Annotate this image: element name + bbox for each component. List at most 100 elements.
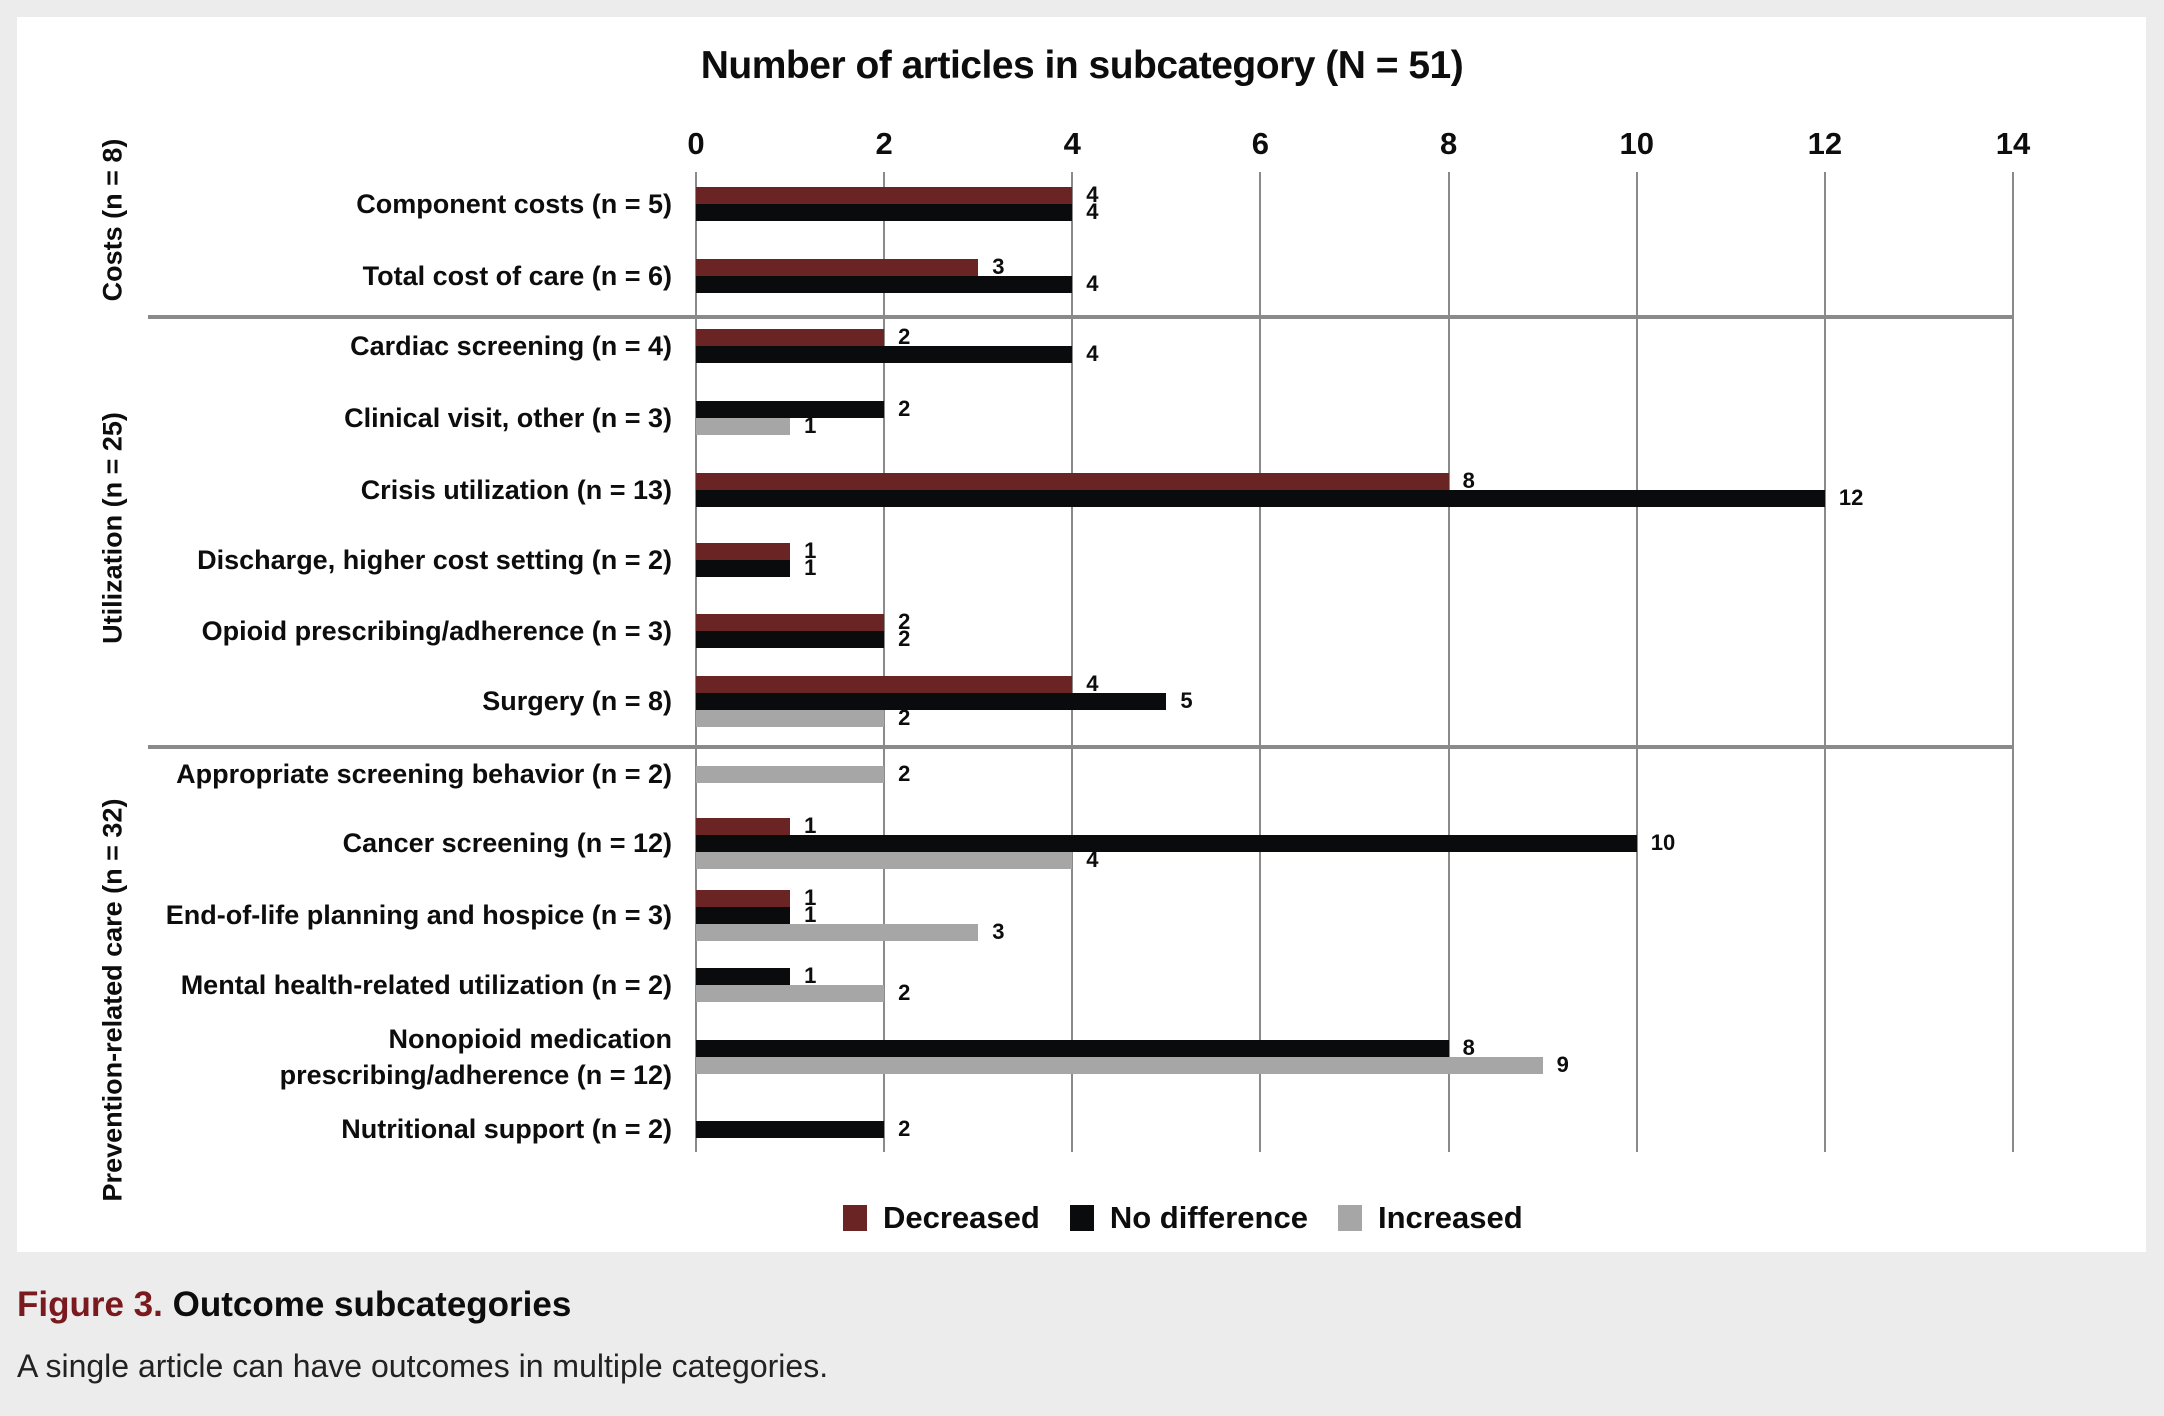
x-tick-label: 0 <box>687 126 705 161</box>
gridline <box>1823 172 1826 1152</box>
category-label: Total cost of care (n = 6) <box>363 258 672 294</box>
bar-value-label: 1 <box>804 812 817 838</box>
figure-subtitle: A single article can have outcomes in mu… <box>17 1348 829 1384</box>
legend-label: No difference <box>1109 1200 1308 1235</box>
bar-decreased <box>696 675 1073 693</box>
legend-item-decreased: Decreased <box>843 1200 1040 1236</box>
legend-swatch-decreased <box>843 1205 867 1231</box>
bar-value-label: 2 <box>898 626 911 651</box>
category-label: Crisis utilization (n = 13) <box>361 472 672 508</box>
category-label-line: Crisis utilization (n = 13) <box>360 475 672 505</box>
category-label-line: Nonopioid medication <box>388 1024 673 1054</box>
category-label-line: End-of-life planning and hospice (n = 3) <box>165 900 672 930</box>
bar-no-difference <box>696 276 1073 293</box>
bar-no-difference <box>696 692 1167 710</box>
category-label: Opioid prescribing/adherence (n = 3) <box>202 613 672 649</box>
gridline <box>1635 172 1638 1152</box>
bar-decreased <box>696 817 791 835</box>
bar-no-difference <box>696 968 791 985</box>
bar-value-label: 4 <box>1086 670 1099 696</box>
bar-decreased <box>696 329 885 346</box>
bar-value-label: 8 <box>1462 468 1475 493</box>
bar-increased <box>696 418 791 435</box>
bar-no-difference <box>696 1120 885 1138</box>
bar-increased <box>696 709 885 727</box>
category-label: Cancer screening (n = 12) <box>343 825 672 861</box>
gridline <box>1447 172 1450 1152</box>
x-tick-label: 8 <box>1439 126 1458 161</box>
bar-increased <box>696 765 885 783</box>
group-separator-utilization-prevention <box>148 745 2014 749</box>
x-tick-label: 2 <box>875 126 893 161</box>
category-label-line: Cardiac screening (n = 4) <box>350 331 672 361</box>
bar-value-label: 10 <box>1650 829 1676 855</box>
x-tick-label: 6 <box>1251 126 1270 161</box>
category-label: Mental health-related utilization (n = 2… <box>181 967 672 1003</box>
category-label-line: Opioid prescribing/adherence (n = 3) <box>201 616 672 646</box>
category-label: Appropriate screening behavior (n = 2) <box>176 756 672 792</box>
group-label-costs: Costs (n = 8) <box>97 138 128 302</box>
bar-no-difference <box>696 346 1073 363</box>
bar-value-label: 9 <box>1556 1052 1569 1077</box>
bar-value-label: 1 <box>804 901 817 927</box>
group-separator-costs-utilization <box>148 315 2014 319</box>
category-label: Cardiac screening (n = 4) <box>350 328 672 364</box>
category-label-line: Clinical visit, other (n = 3) <box>344 403 672 433</box>
bar-no-difference <box>696 204 1073 221</box>
group-label-utilization: Utilization (n = 25) <box>97 412 128 644</box>
bar-value-label: 1 <box>804 555 817 580</box>
bar-increased <box>696 851 1073 869</box>
bar-decreased <box>696 889 791 907</box>
category-label: Surgery (n = 8) <box>482 683 672 719</box>
x-tick-label: 12 <box>1807 126 1843 161</box>
x-tick-label: 14 <box>1995 126 2031 161</box>
figure-number: Figure 3. <box>17 1285 163 1324</box>
bar-decreased <box>696 187 1073 204</box>
bar-no-difference <box>696 1040 1449 1057</box>
category-label-line: Component costs (n = 5) <box>356 189 672 219</box>
bar-value-label: 4 <box>1086 199 1099 224</box>
category-label: Nonopioid medication prescribing/adheren… <box>280 1021 672 1093</box>
bar-value-label: 2 <box>898 396 911 421</box>
bar-value-label: 4 <box>1086 341 1099 366</box>
category-label: End-of-life planning and hospice (n = 3) <box>166 897 672 933</box>
bar-value-label: 2 <box>898 760 911 786</box>
bar-value-label: 3 <box>992 254 1005 279</box>
bar-value-label: 1 <box>804 538 817 563</box>
legend-label: Decreased <box>883 1200 1040 1235</box>
figure-title: Outcome subcategories <box>172 1285 572 1324</box>
gridline <box>1259 172 1262 1152</box>
bar-value-label: 4 <box>1086 271 1099 296</box>
bar-decreased <box>696 543 791 560</box>
bar-no-difference <box>696 401 885 418</box>
bar-value-label: 4 <box>1086 846 1099 872</box>
bar-value-label: 12 <box>1838 485 1864 510</box>
bar-value-label: 8 <box>1462 1035 1475 1060</box>
category-label: Component costs (n = 5) <box>356 186 672 222</box>
category-label-line: Total cost of care (n = 6) <box>362 261 672 291</box>
x-tick-label: 4 <box>1063 126 1081 161</box>
category-label: Discharge, higher cost setting (n = 2) <box>197 542 672 578</box>
chart-title: Number of articles in subcategory (N = 5… <box>700 44 1464 87</box>
category-label-line: Discharge, higher cost setting (n = 2) <box>197 545 672 575</box>
legend-item-no-difference: No difference <box>1069 1200 1308 1236</box>
category-label-line: Mental health-related utilization (n = 2… <box>180 970 672 1000</box>
category-label-line: Cancer screening (n = 12) <box>342 828 672 858</box>
bar-value-label: 1 <box>804 413 817 438</box>
bar-value-label: 2 <box>898 324 911 349</box>
bar-value-label: 2 <box>898 1115 911 1141</box>
group-label-prevention: Prevention-related care (n = 32) <box>97 798 128 1202</box>
gridline <box>2012 172 2014 1152</box>
category-label: Clinical visit, other (n = 3) <box>344 400 672 436</box>
bar-no-difference <box>696 560 791 577</box>
bar-decreased <box>696 259 979 276</box>
bar-no-difference <box>696 631 885 648</box>
x-tick-label: 10 <box>1619 126 1654 161</box>
legend-item-increased: Increased <box>1337 1200 1523 1236</box>
category-label: Nutritional support (n = 2) <box>341 1111 672 1147</box>
bar-no-difference <box>696 834 1637 852</box>
legend-swatch-no-difference <box>1069 1205 1094 1231</box>
bar-value-label: 5 <box>1180 687 1193 713</box>
legend: Decreased No difference Increased <box>843 1200 1553 1236</box>
legend-label: Increased <box>1377 1200 1523 1235</box>
